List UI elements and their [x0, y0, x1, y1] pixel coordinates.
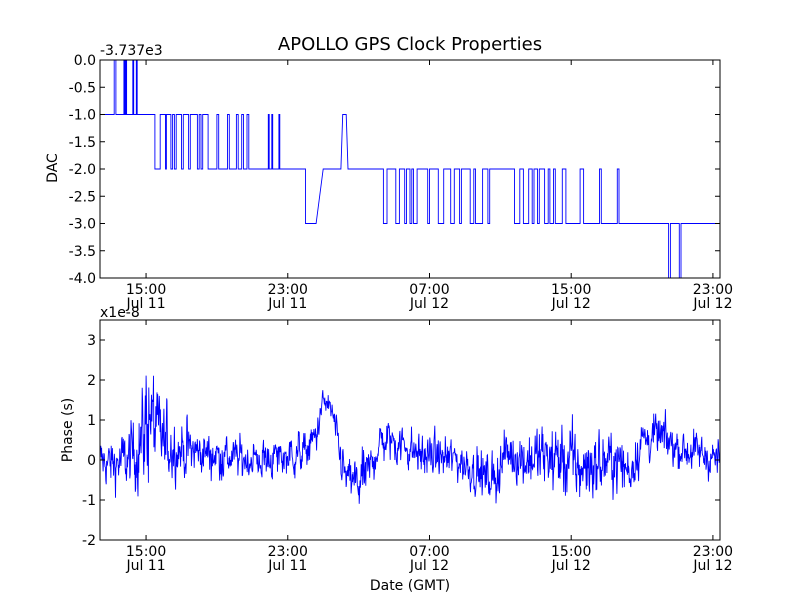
y-tick-label: -2.5 — [69, 189, 96, 205]
x-tick-time-label: 23:00 — [693, 282, 733, 298]
dac-series-line — [100, 60, 720, 278]
dac-panel: -3.737e3 DAC -4.0 -3.5 -3.0 -2.5 -2.0 -1.5 -1.… — [45, 43, 733, 312]
x-tick-date-label: Jul 12 — [551, 558, 591, 574]
phase-offset-text: x1e-8 — [100, 305, 140, 321]
plot-frame — [99, 319, 721, 541]
x-tick-time-label: 15:00 — [126, 282, 166, 298]
x-tick-date-label: Jul 11 — [125, 296, 165, 312]
y-tick-label: -1.5 — [69, 135, 96, 151]
y-tick-label: 0 — [87, 453, 96, 469]
chart-title: APOLLO GPS Clock Properties — [278, 34, 542, 55]
y-tick-label: -3.0 — [69, 217, 96, 233]
y-tick-label: -4.0 — [69, 271, 96, 287]
y-tick-label: 2 — [87, 373, 96, 389]
phase-ylabel: Phase (s) — [60, 398, 76, 462]
y-tick-label: 1 — [87, 413, 96, 429]
x-tick-date-label: Jul 11 — [267, 296, 307, 312]
x-tick-date-label: Jul 12 — [409, 558, 449, 574]
x-tick-time-label: 15:00 — [551, 544, 591, 560]
x-tick-date-label: Jul 12 — [692, 296, 732, 312]
x-tick-time-label: 07:00 — [409, 282, 449, 298]
y-tick-label: -2.0 — [69, 162, 96, 178]
phase-series-line — [100, 375, 720, 504]
y-tick-label: 0.0 — [74, 53, 96, 69]
x-tick-time-label: 23:00 — [693, 544, 733, 560]
x-tick-time-label: 15:00 — [551, 282, 591, 298]
x-tick-time-label: 23:00 — [268, 282, 308, 298]
y-tick-label: -3.5 — [69, 244, 96, 260]
x-tick-time-label: 23:00 — [268, 544, 308, 560]
x-tick-date-label: Jul 11 — [125, 558, 165, 574]
x-tick-date-label: Jul 12 — [409, 296, 449, 312]
dac-offset-text: -3.737e3 — [100, 43, 163, 59]
x-tick-date-label: Jul 12 — [551, 296, 591, 312]
x-tick-date-label: Jul 11 — [267, 558, 307, 574]
y-tick-label: -0.5 — [69, 80, 96, 96]
y-tick-label: -1 — [82, 493, 96, 509]
y-tick-label: 3 — [87, 333, 96, 349]
x-tick-date-label: Jul 12 — [692, 558, 732, 574]
y-tick-label: -2 — [82, 533, 96, 549]
y-tick-label: -1.0 — [69, 108, 96, 124]
x-tick-time-label: 07:00 — [409, 544, 449, 560]
dac-ylabel: DAC — [45, 153, 61, 183]
x-tick-time-label: 15:00 — [126, 544, 166, 560]
x-axis-label: Date (GMT) — [370, 578, 450, 594]
